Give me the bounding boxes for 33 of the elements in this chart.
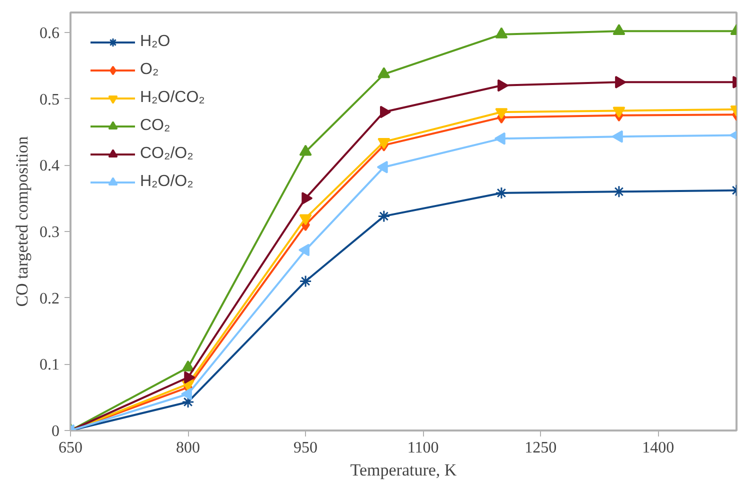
y-tick-label: 0.5 <box>40 91 60 108</box>
legend-label: O₂ <box>140 61 160 79</box>
point <box>378 67 390 78</box>
y-tick-label: 0.4 <box>40 158 60 175</box>
point <box>495 27 508 38</box>
point <box>184 371 196 384</box>
point <box>299 274 312 288</box>
point <box>494 132 506 145</box>
point <box>378 210 390 222</box>
point <box>376 160 388 174</box>
point <box>299 144 312 156</box>
legend-label: H₂O/O₂ <box>140 173 194 191</box>
x-tick-label: 800 <box>176 440 200 456</box>
point <box>612 24 626 36</box>
x-tick-label: 650 <box>58 440 82 456</box>
y-axis-title: CO targeted composition <box>12 136 32 307</box>
point <box>612 130 623 143</box>
legend-label: CO₂ <box>140 117 170 135</box>
y-tick-label: 0.6 <box>40 24 60 42</box>
y-tick-label: 0.1 <box>40 356 60 374</box>
x-tick-label: 1250 <box>524 440 557 456</box>
y-tick-label: 0.2 <box>40 290 60 308</box>
y-tick-label: 0.3 <box>40 224 60 241</box>
legend-label: CO₂/O₂ <box>140 145 194 163</box>
legend-label: H₂O <box>140 33 170 51</box>
point <box>495 186 508 200</box>
legend-label: H₂O/CO₂ <box>140 89 205 107</box>
x-tick-label: 950 <box>294 440 318 456</box>
x-axis-title: Temperature, K <box>350 460 458 480</box>
y-tick-label: 0 <box>52 423 60 440</box>
x-tick-label: 1400 <box>642 440 674 456</box>
x-tick-label: 1100 <box>407 440 439 456</box>
point <box>612 185 626 198</box>
